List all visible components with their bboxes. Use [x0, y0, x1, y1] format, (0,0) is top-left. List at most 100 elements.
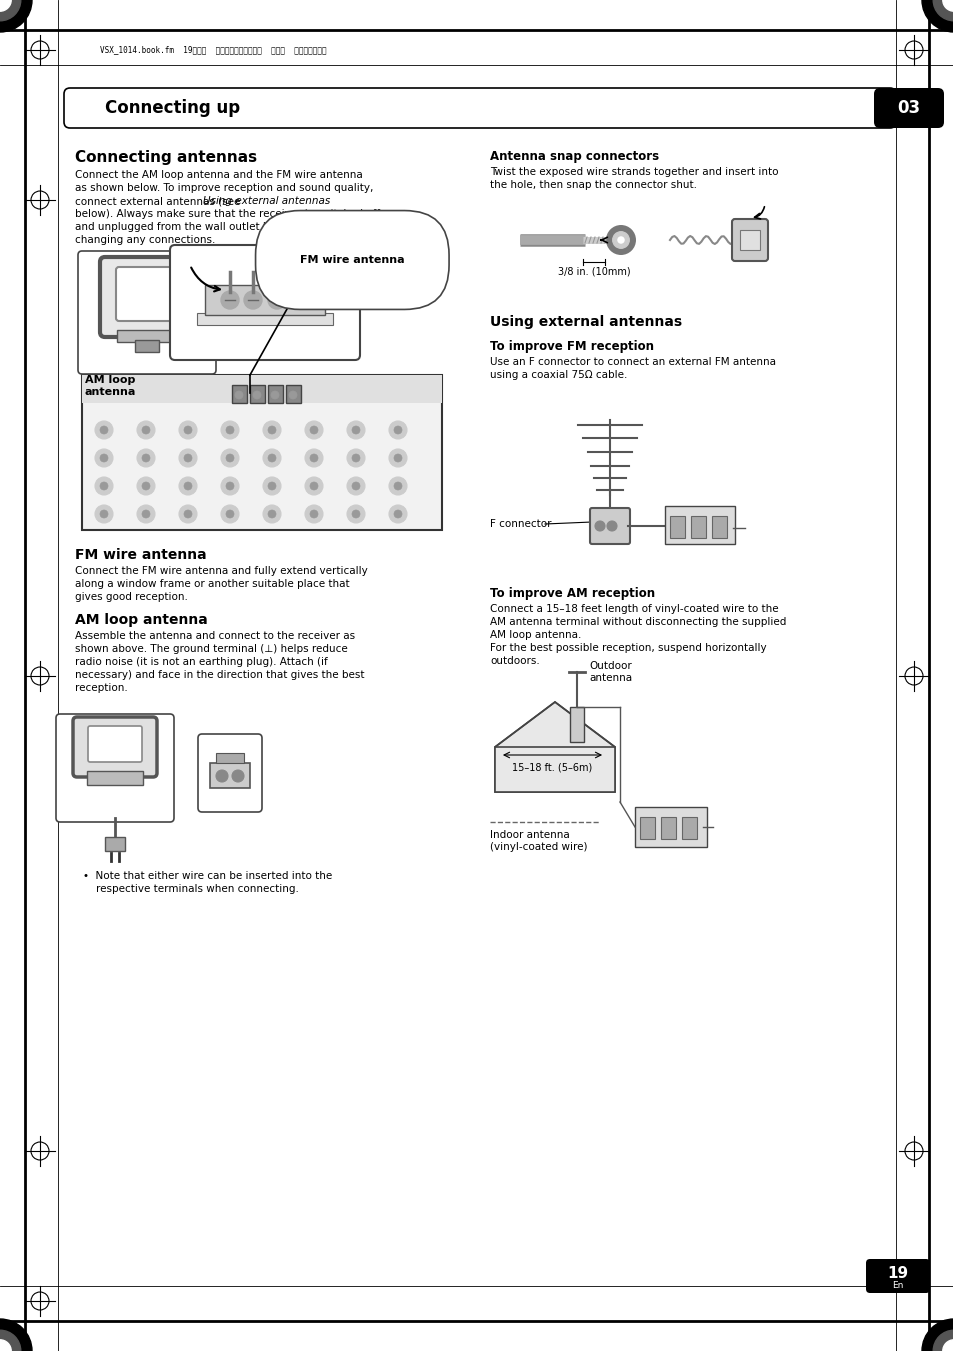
- Circle shape: [606, 521, 617, 531]
- Circle shape: [100, 426, 108, 434]
- Bar: [196, 313, 333, 326]
- Circle shape: [221, 477, 239, 494]
- Circle shape: [179, 449, 196, 467]
- Bar: [82, 376, 441, 530]
- Circle shape: [142, 454, 150, 462]
- Text: Connect a 15–18 feet length of vinyl-coated wire to the: Connect a 15–18 feet length of vinyl-coa…: [490, 604, 778, 613]
- Text: AM loop
antenna: AM loop antenna: [85, 376, 136, 397]
- Circle shape: [271, 390, 278, 399]
- Circle shape: [0, 0, 32, 32]
- Bar: [569, 707, 583, 742]
- Circle shape: [226, 482, 233, 490]
- Circle shape: [184, 454, 192, 462]
- Circle shape: [347, 449, 365, 467]
- Circle shape: [268, 482, 275, 490]
- Circle shape: [268, 426, 275, 434]
- Polygon shape: [495, 703, 615, 792]
- Circle shape: [142, 426, 150, 434]
- Circle shape: [179, 422, 196, 439]
- Text: along a window frame or another suitable place that: along a window frame or another suitable…: [75, 580, 349, 589]
- Text: respective terminals when connecting.: respective terminals when connecting.: [83, 884, 298, 894]
- Text: 19: 19: [886, 1266, 907, 1282]
- Text: Indoor antenna
(vinyl-coated wire): Indoor antenna (vinyl-coated wire): [490, 830, 587, 851]
- Bar: [711, 516, 726, 538]
- Text: using a coaxial 75Ω cable.: using a coaxial 75Ω cable.: [490, 370, 627, 380]
- Bar: [117, 330, 177, 342]
- Bar: [215, 753, 244, 763]
- Circle shape: [100, 509, 108, 517]
- Circle shape: [263, 477, 281, 494]
- FancyBboxPatch shape: [78, 251, 215, 374]
- Circle shape: [215, 770, 228, 782]
- Text: reception.: reception.: [75, 684, 128, 693]
- Circle shape: [95, 422, 112, 439]
- Circle shape: [221, 422, 239, 439]
- Text: shown above. The ground terminal (⊥) helps reduce: shown above. The ground terminal (⊥) hel…: [75, 644, 348, 654]
- Text: outdoors.: outdoors.: [490, 657, 539, 666]
- Circle shape: [137, 505, 154, 523]
- Text: below). Always make sure that the receiver is switched off: below). Always make sure that the receiv…: [75, 209, 379, 219]
- Bar: [286, 385, 301, 403]
- Circle shape: [352, 509, 359, 517]
- Circle shape: [310, 509, 317, 517]
- Bar: [87, 771, 143, 785]
- Bar: [690, 516, 705, 538]
- Bar: [250, 385, 265, 403]
- FancyBboxPatch shape: [873, 88, 943, 128]
- Circle shape: [137, 422, 154, 439]
- FancyBboxPatch shape: [73, 717, 157, 777]
- Circle shape: [95, 449, 112, 467]
- Circle shape: [310, 426, 317, 434]
- Circle shape: [921, 0, 953, 32]
- Text: F connector: F connector: [490, 519, 551, 530]
- Bar: [681, 817, 697, 839]
- Bar: [268, 385, 283, 403]
- Bar: [105, 838, 125, 851]
- Circle shape: [394, 482, 401, 490]
- Circle shape: [394, 509, 401, 517]
- Circle shape: [347, 505, 365, 523]
- Text: 3/8 in. (10mm): 3/8 in. (10mm): [558, 267, 630, 277]
- Circle shape: [347, 422, 365, 439]
- Circle shape: [942, 1340, 953, 1351]
- FancyBboxPatch shape: [865, 1259, 929, 1293]
- Text: AM loop antenna.: AM loop antenna.: [490, 630, 580, 640]
- Circle shape: [932, 0, 953, 20]
- Text: as shown below. To improve reception and sound quality,: as shown below. To improve reception and…: [75, 182, 373, 193]
- Circle shape: [352, 454, 359, 462]
- FancyBboxPatch shape: [64, 88, 895, 128]
- Text: FM wire antenna: FM wire antenna: [299, 255, 404, 265]
- Text: 03: 03: [897, 99, 920, 118]
- Circle shape: [263, 449, 281, 467]
- Circle shape: [184, 509, 192, 517]
- Circle shape: [142, 509, 150, 517]
- Text: FM wire antenna: FM wire antenna: [75, 549, 207, 562]
- Bar: [205, 285, 325, 315]
- Circle shape: [347, 477, 365, 494]
- Circle shape: [100, 454, 108, 462]
- Text: Use an F connector to connect an external FM antenna: Use an F connector to connect an externa…: [490, 357, 775, 367]
- Circle shape: [268, 454, 275, 462]
- Text: Using external antennas: Using external antennas: [490, 315, 681, 330]
- Circle shape: [394, 426, 401, 434]
- Circle shape: [0, 1331, 21, 1351]
- Text: Outdoor
antenna: Outdoor antenna: [588, 661, 632, 682]
- Circle shape: [263, 505, 281, 523]
- Text: necessary) and face in the direction that gives the best: necessary) and face in the direction tha…: [75, 670, 364, 680]
- Text: the hole, then snap the connector shut.: the hole, then snap the connector shut.: [490, 180, 697, 190]
- Text: connect external antennas (see: connect external antennas (see: [75, 196, 243, 205]
- Circle shape: [142, 482, 150, 490]
- Circle shape: [389, 477, 407, 494]
- Circle shape: [137, 449, 154, 467]
- FancyBboxPatch shape: [88, 725, 142, 762]
- Circle shape: [179, 505, 196, 523]
- Circle shape: [305, 449, 323, 467]
- Circle shape: [595, 521, 604, 531]
- Text: Using external antennas: Using external antennas: [203, 196, 330, 205]
- Circle shape: [226, 454, 233, 462]
- FancyBboxPatch shape: [589, 508, 629, 544]
- Circle shape: [617, 236, 624, 243]
- Text: gives good reception.: gives good reception.: [75, 592, 188, 603]
- Circle shape: [942, 0, 953, 11]
- Text: Twist the exposed wire strands together and insert into: Twist the exposed wire strands together …: [490, 168, 778, 177]
